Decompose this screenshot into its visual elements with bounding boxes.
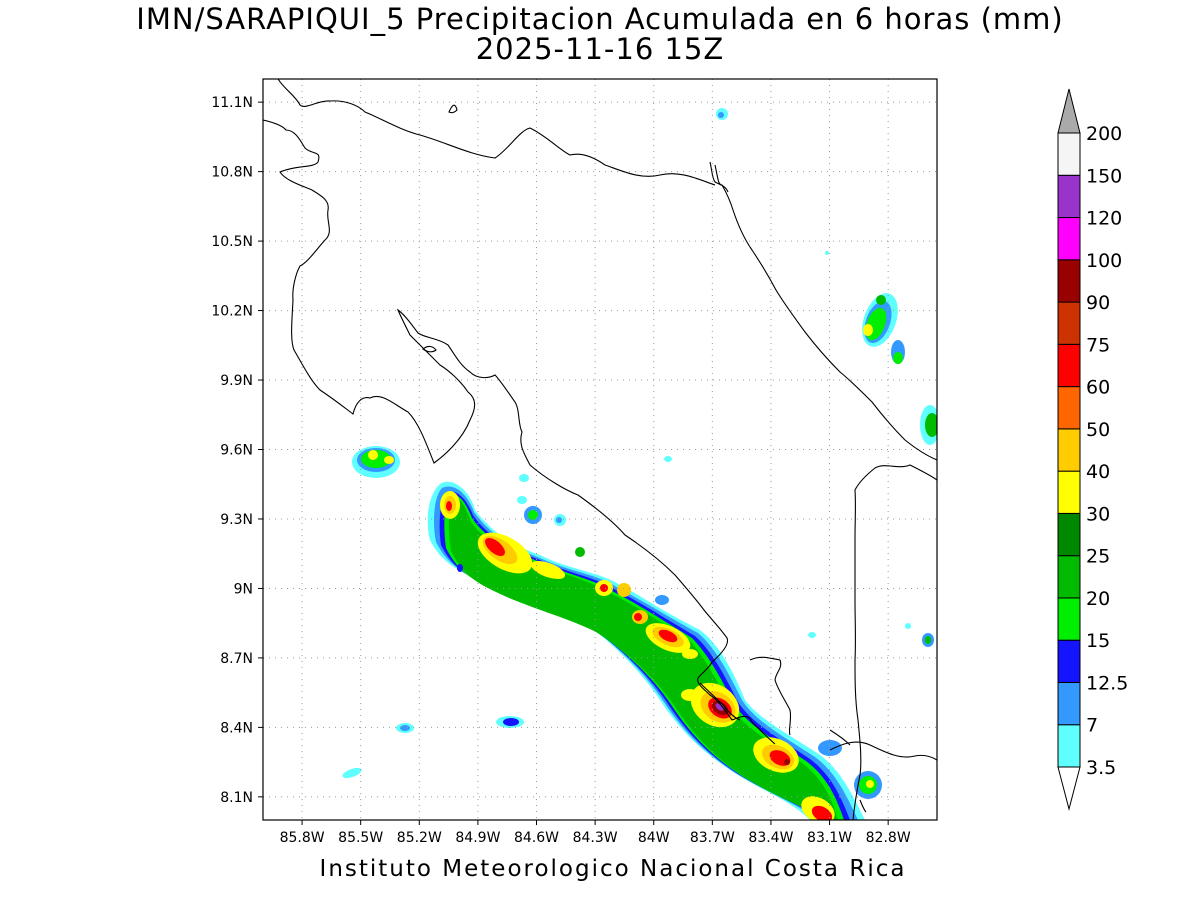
- color-legend: 3.5 7 12.5 15 20 25 30 40 50 60 75 90 100 120 150 200: [1057, 88, 1128, 811]
- legend-label: 25: [1086, 546, 1110, 568]
- legend-label: 7: [1086, 715, 1098, 737]
- y-tick-label: 10.5N: [211, 234, 253, 250]
- lake-islet: [448, 104, 458, 114]
- nicaragua-border-coast: [277, 79, 716, 186]
- isolated-cells: [342, 108, 937, 799]
- legend-swatch: [1057, 470, 1081, 514]
- legend-swatch: [1057, 301, 1081, 345]
- nicoya-island: [422, 345, 437, 353]
- x-tick-label: 83.1W: [807, 830, 852, 846]
- y-tick-label: 10.8N: [211, 165, 253, 181]
- legend-label: 200: [1086, 123, 1122, 145]
- legend-label: 90: [1086, 292, 1110, 314]
- y-tick-label: 9N: [234, 581, 253, 597]
- y-tick-label: 11.1N: [211, 95, 253, 111]
- x-tick-label: 85.2W: [397, 830, 442, 846]
- legend-label: 20: [1086, 588, 1110, 610]
- y-tick-label: 9.6N: [220, 443, 253, 459]
- river-mouth-south: [859, 799, 867, 813]
- legend-label: 50: [1086, 419, 1110, 441]
- coastlines: [263, 79, 937, 820]
- x-tick-label: 85.5W: [338, 830, 383, 846]
- x-tick-label: 84.9W: [455, 830, 500, 846]
- x-tick-label: 84.3W: [573, 830, 618, 846]
- caribbean-coast: [714, 164, 937, 461]
- footer-credit: Instituto Meteorologico Nacional Costa R…: [319, 856, 907, 882]
- y-axis-labels: 11.1N 10.8N 10.5N 10.2N 9.9N 9.6N 9.3N 9N 8.7N 8.…: [211, 95, 263, 806]
- legend-swatch: [1057, 174, 1081, 219]
- legend-label: 100: [1086, 250, 1122, 272]
- legend-label: 120: [1086, 208, 1122, 230]
- legend-swatch: [1057, 132, 1081, 176]
- chart-subtitle-date: 2025-11-16 15Z: [475, 32, 725, 66]
- legend-swatch: [1057, 724, 1081, 768]
- legend-swatch: [1057, 512, 1081, 557]
- legend-bottom-arrow: [1057, 766, 1081, 811]
- y-tick-label: 9.3N: [220, 512, 253, 528]
- x-tick-label: 82.8W: [866, 830, 911, 846]
- legend-swatch: [1057, 259, 1081, 303]
- panama-small-coast: [829, 729, 851, 746]
- legend-label: 12.5: [1086, 672, 1128, 694]
- y-tick-label: 8.7N: [220, 651, 253, 667]
- legend-label: 75: [1086, 334, 1110, 356]
- legend-label: 60: [1086, 377, 1110, 399]
- chart-title: IMN/SARAPIQUI_5 Precipitacion Acumulada …: [136, 2, 1064, 36]
- precipitation-field: [342, 108, 937, 820]
- rain-cores: [440, 491, 835, 820]
- legend-swatch: [1057, 639, 1081, 683]
- x-tick-label: 83.7W: [690, 830, 735, 846]
- map-grid: [263, 79, 937, 820]
- legend-label: 30: [1086, 503, 1110, 525]
- caribbean-top-islands: [709, 161, 729, 193]
- osa-peninsula: [699, 682, 741, 721]
- legend-swatch: [1057, 428, 1081, 472]
- legend-label: 15: [1086, 630, 1110, 652]
- y-tick-label: 9.9N: [220, 373, 253, 389]
- pacific-nw-coast: [263, 119, 776, 745]
- legend-swatch: [1057, 386, 1081, 430]
- x-tick-label: 84.6W: [514, 830, 559, 846]
- x-tick-label: 84W: [638, 830, 670, 846]
- y-tick-label: 10.2N: [211, 304, 253, 320]
- legend-label: 150: [1086, 165, 1122, 187]
- legend-swatch: [1057, 681, 1081, 726]
- costa-rica-panama-border: [852, 464, 937, 820]
- x-tick-label: 83.4W: [748, 830, 793, 846]
- y-tick-label: 8.1N: [220, 790, 253, 806]
- legend-label: 40: [1086, 461, 1110, 483]
- golfo-dulce: [749, 656, 792, 736]
- legend-label: 3.5: [1086, 757, 1116, 779]
- x-axis-labels: 85.8W 85.5W 85.2W 84.9W 84.6W 84.3W 84W 83.7W 83…: [280, 820, 911, 846]
- x-tick-label: 85.8W: [280, 830, 325, 846]
- legend-swatch: [1057, 343, 1081, 388]
- y-tick-label: 8.4N: [220, 720, 253, 736]
- legend-swatch: [1057, 217, 1081, 261]
- legend-top-arrow: [1057, 88, 1081, 134]
- legend-swatch: [1057, 555, 1081, 599]
- legend-swatch: [1057, 597, 1081, 641]
